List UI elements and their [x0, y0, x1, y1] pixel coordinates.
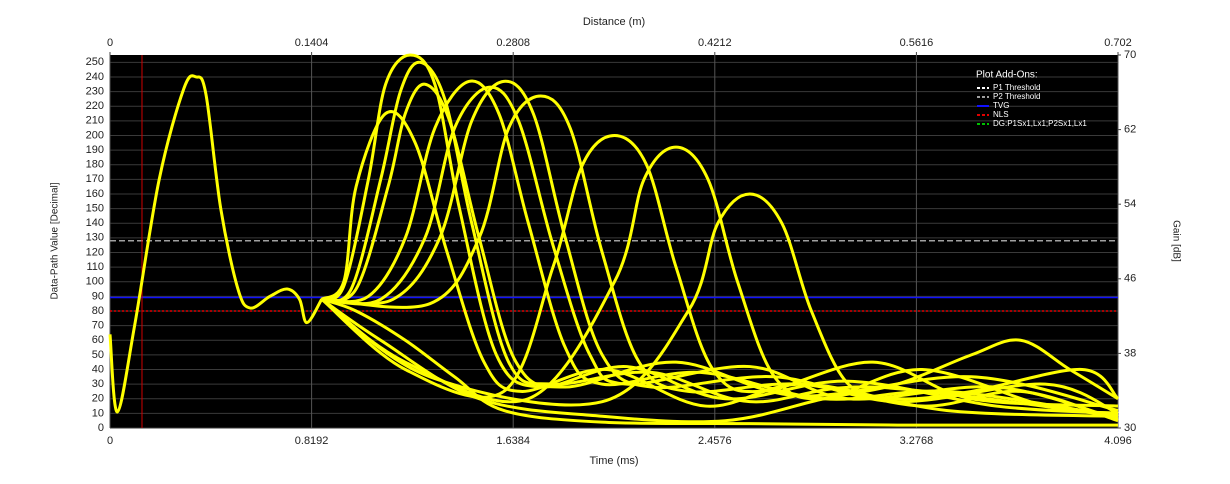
echo-line	[321, 94, 1119, 423]
y-tick-label: 80	[92, 305, 104, 317]
echo-line	[320, 192, 1120, 407]
x2-tick-label: 0	[107, 37, 113, 49]
y-tick-label: 70	[92, 320, 104, 332]
x2-tick-label: 0.5616	[900, 37, 934, 49]
y-axis-title: Data-Path Value [Decimal]	[50, 182, 61, 299]
y2-tick-label: 46	[1124, 273, 1136, 285]
y2-tick-label: 30	[1124, 422, 1136, 434]
y2-tick-label: 70	[1124, 49, 1136, 61]
y-tick-label: 140	[86, 217, 104, 229]
x-tick-label: 0.8192	[295, 435, 329, 447]
x-tick-label: 3.2768	[900, 435, 934, 447]
echo-line	[108, 74, 323, 414]
y-tick-label: 160	[86, 188, 104, 200]
y-tick-label: 20	[92, 393, 104, 405]
y-tick-label: 210	[86, 115, 104, 127]
y-tick-label: 40	[92, 363, 104, 375]
y-tick-label: 150	[86, 202, 104, 214]
x2-tick-label: 0.2808	[496, 37, 530, 49]
y2-axis-title: Gain [dB]	[1170, 220, 1181, 262]
y-tick-label: 90	[92, 290, 104, 302]
y2-tick-label: 54	[1124, 198, 1136, 210]
y-tick-label: 180	[86, 159, 104, 171]
x2-axis-title: Distance (m)	[583, 16, 645, 28]
y-tick-label: 120	[86, 246, 104, 258]
x-tick-label: 1.6384	[496, 435, 530, 447]
legend-label: NLS	[993, 110, 1009, 119]
y-tick-label: 50	[92, 349, 104, 361]
y-tick-label: 30	[92, 378, 104, 390]
y-tick-label: 190	[86, 144, 104, 156]
legend-label: TVG	[993, 101, 1009, 110]
echo-line	[320, 298, 1119, 424]
y-tick-label: 110	[86, 261, 104, 273]
x-tick-label: 4.096	[1104, 435, 1132, 447]
x-tick-label: 2.4576	[698, 435, 732, 447]
y-tick-label: 220	[86, 100, 104, 112]
y2-tick-label: 38	[1124, 347, 1136, 359]
y-tick-label: 240	[86, 71, 104, 83]
echo-line	[320, 53, 1119, 415]
legend-title: Plot Add-Ons:	[976, 70, 1038, 81]
y2-tick-label: 62	[1124, 124, 1136, 136]
legend-label: P1 Threshold	[993, 83, 1040, 92]
y-tick-label: 130	[86, 232, 104, 244]
y-tick-label: 200	[86, 129, 104, 141]
x2-tick-label: 0.1404	[295, 37, 329, 49]
x2-tick-label: 0.702	[1104, 37, 1132, 49]
echo-line	[321, 297, 1119, 427]
y-tick-label: 0	[98, 422, 104, 434]
x2-tick-label: 0.4212	[698, 37, 732, 49]
y-tick-label: 230	[86, 85, 104, 97]
y-tick-label: 60	[92, 334, 104, 346]
echo-line	[321, 82, 1119, 412]
x-axis-title: Time (ms)	[589, 455, 638, 467]
y-tick-label: 10	[92, 407, 104, 419]
y-tick-label: 170	[86, 173, 104, 185]
legend-label: P2 Threshold	[993, 92, 1040, 101]
legend-label: DG:P1Sx1,Lx1;P2Sx1,Lx1	[993, 119, 1087, 128]
y-tick-label: 250	[86, 56, 104, 68]
y-tick-label: 100	[86, 276, 104, 288]
x-tick-label: 0	[107, 435, 113, 447]
echo-line	[321, 79, 1119, 415]
